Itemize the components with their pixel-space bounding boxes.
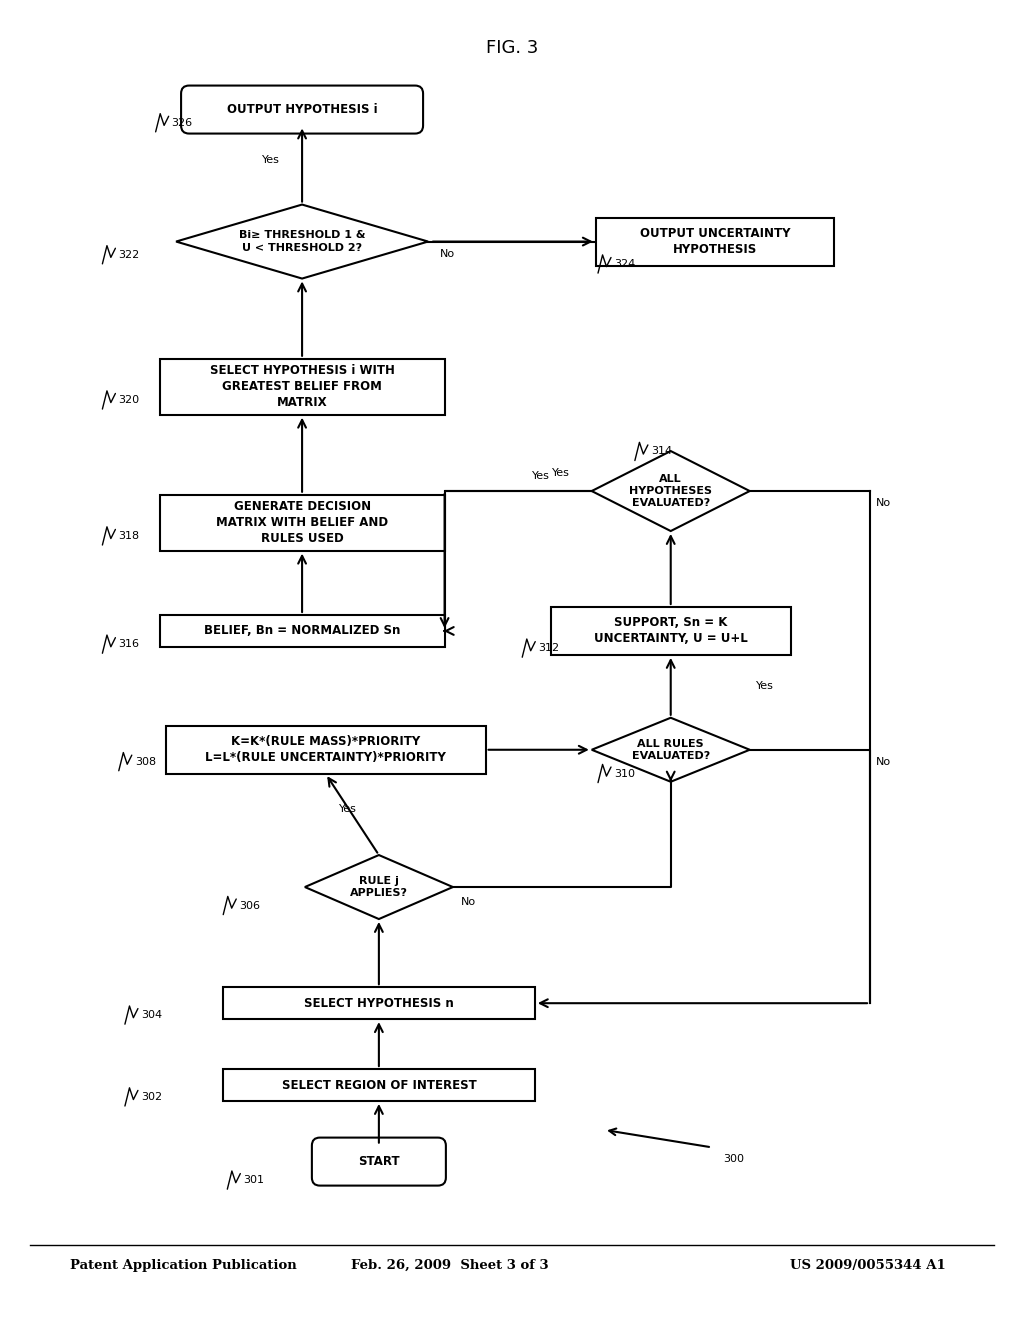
- Text: Feb. 26, 2009  Sheet 3 of 3: Feb. 26, 2009 Sheet 3 of 3: [351, 1258, 549, 1271]
- Text: SELECT REGION OF INTEREST: SELECT REGION OF INTEREST: [282, 1078, 476, 1092]
- Bar: [160, 495, 444, 550]
- Polygon shape: [176, 205, 428, 279]
- Text: ALL
HYPOTHESES
EVALUATED?: ALL HYPOTHESES EVALUATED?: [629, 474, 713, 508]
- Polygon shape: [305, 855, 453, 919]
- Polygon shape: [592, 451, 750, 531]
- Text: No: No: [461, 898, 476, 907]
- Text: Yes: Yes: [339, 804, 357, 814]
- Text: FIG. 3: FIG. 3: [485, 40, 539, 57]
- Text: OUTPUT UNCERTAINTY
HYPOTHESIS: OUTPUT UNCERTAINTY HYPOTHESIS: [640, 227, 790, 256]
- FancyBboxPatch shape: [181, 86, 423, 133]
- Text: BELIEF, Bn = NORMALIZED Sn: BELIEF, Bn = NORMALIZED Sn: [204, 624, 400, 638]
- Bar: [160, 359, 444, 414]
- Text: Yes: Yes: [531, 471, 550, 480]
- Text: OUTPUT HYPOTHESIS i: OUTPUT HYPOTHESIS i: [226, 103, 378, 116]
- Text: 314: 314: [651, 446, 672, 457]
- Text: SELECT HYPOTHESIS i WITH
GREATEST BELIEF FROM
MATRIX: SELECT HYPOTHESIS i WITH GREATEST BELIEF…: [210, 364, 394, 409]
- Text: 306: 306: [240, 900, 260, 911]
- Text: Bi≥ THRESHOLD 1 &
U < THRESHOLD 2?: Bi≥ THRESHOLD 1 & U < THRESHOLD 2?: [239, 231, 366, 252]
- Text: 308: 308: [135, 756, 156, 767]
- Text: Yes: Yes: [262, 154, 281, 165]
- Bar: [223, 1069, 535, 1101]
- Text: 302: 302: [141, 1092, 162, 1102]
- Text: GENERATE DECISION
MATRIX WITH BELIEF AND
RULES USED: GENERATE DECISION MATRIX WITH BELIEF AND…: [216, 500, 388, 545]
- Bar: [551, 607, 791, 655]
- Text: START: START: [358, 1155, 399, 1168]
- Text: Patent Application Publication: Patent Application Publication: [70, 1258, 297, 1271]
- Bar: [596, 218, 834, 265]
- FancyBboxPatch shape: [312, 1138, 445, 1185]
- Text: 320: 320: [119, 395, 139, 405]
- Text: 326: 326: [172, 117, 193, 128]
- Text: Yes: Yes: [552, 469, 569, 478]
- Text: K=K*(RULE MASS)*PRIORITY
L=L*(RULE UNCERTAINTY)*PRIORITY: K=K*(RULE MASS)*PRIORITY L=L*(RULE UNCER…: [205, 735, 446, 764]
- Text: 310: 310: [614, 768, 635, 779]
- Text: 301: 301: [244, 1175, 264, 1185]
- Text: 300: 300: [723, 1154, 744, 1164]
- Text: 304: 304: [141, 1010, 162, 1020]
- Text: SELECT HYPOTHESIS n: SELECT HYPOTHESIS n: [304, 997, 454, 1010]
- Text: ALL RULES
EVALUATED?: ALL RULES EVALUATED?: [632, 739, 710, 760]
- Text: 318: 318: [119, 531, 139, 541]
- Text: 312: 312: [539, 643, 559, 653]
- Text: No: No: [876, 756, 891, 767]
- Text: RULE j
APPLIES?: RULE j APPLIES?: [350, 876, 408, 898]
- Text: Yes: Yes: [756, 681, 773, 692]
- Text: 316: 316: [119, 639, 139, 649]
- Text: No: No: [876, 498, 891, 508]
- Text: 322: 322: [119, 249, 139, 260]
- Polygon shape: [592, 718, 750, 781]
- Text: No: No: [440, 248, 456, 259]
- Bar: [166, 726, 485, 774]
- Bar: [160, 615, 444, 647]
- Text: SUPPORT, Sn = K
UNCERTAINTY, U = U+L: SUPPORT, Sn = K UNCERTAINTY, U = U+L: [594, 616, 748, 645]
- Text: 324: 324: [614, 259, 635, 269]
- Text: US 2009/0055344 A1: US 2009/0055344 A1: [790, 1258, 946, 1271]
- Bar: [223, 987, 535, 1019]
